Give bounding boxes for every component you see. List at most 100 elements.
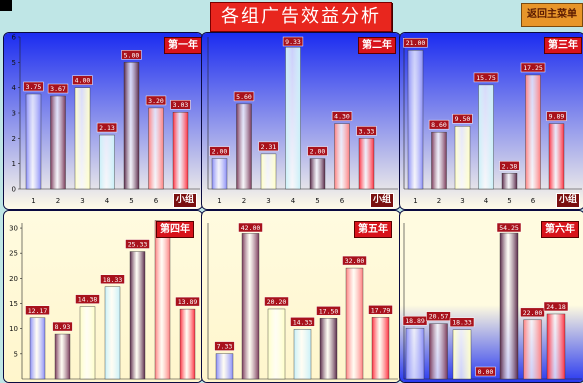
data-label: 20.20	[267, 298, 287, 306]
page-title: 各组广告效益分析	[210, 2, 392, 32]
chart-panel-year-6: 18.89 20.57 18.33 0.00 54.25 22.00 24.18 第六年	[399, 210, 583, 383]
data-label-box	[368, 305, 393, 315]
x-tick-label: 2	[437, 197, 441, 205]
data-label-box	[316, 306, 341, 316]
data-label: 15.75	[476, 74, 496, 82]
data-label: 2.00	[310, 148, 326, 156]
bar-4	[99, 134, 115, 190]
data-label: 2.31	[261, 143, 277, 151]
chart-title-year-2: 第二年	[358, 37, 396, 54]
data-label-box	[52, 321, 73, 332]
bar-3	[267, 308, 286, 380]
data-label: 0.00	[478, 368, 494, 376]
bar-7	[548, 123, 565, 190]
data-label: 5.60	[236, 93, 252, 101]
bar-1	[25, 93, 42, 190]
data-label: 2.13	[99, 124, 115, 132]
data-label: 14.33	[293, 318, 313, 326]
chart-year-5: 7.33 42.00 20.20 14.33 17.50 32.00 17.79	[202, 211, 400, 382]
y-tick-label: 20	[9, 275, 18, 283]
data-label: 22.00	[523, 309, 543, 317]
data-label: 2.00	[212, 148, 228, 156]
bar-2	[429, 323, 448, 380]
x-tick-label: 6	[531, 197, 536, 205]
x-tick-label: 2	[56, 197, 60, 205]
bar-3	[260, 153, 277, 190]
bar-1	[215, 353, 234, 380]
x-tick-label: 4	[291, 197, 296, 205]
data-label-box	[96, 122, 118, 133]
chart-year-2: 2.00 5.60 2.31 9.33 2.00 4.30 3.33 1 2 3 4 5 6	[202, 33, 400, 209]
bar-2	[431, 131, 447, 190]
bar-7	[172, 112, 189, 190]
data-label: 3.33	[359, 127, 375, 135]
y-tick-label: 2	[12, 135, 16, 143]
data-label-box	[214, 341, 235, 351]
data-label-box	[170, 99, 191, 110]
chart-title-year-5: 第五年	[354, 221, 392, 238]
data-label-box	[449, 317, 475, 327]
bar-2	[241, 233, 260, 380]
x-tick-label: 1	[217, 197, 221, 205]
data-label-box	[47, 83, 69, 94]
chart-panel-year-1: 0 1 2 3 4 5 6 3.75 3.67 4.00 2.13 5.00 3.20 3.03 1 2 3 4 5…	[3, 32, 203, 210]
x-tick-label: 3	[80, 197, 84, 205]
data-label-box	[426, 311, 451, 321]
data-label-box	[282, 36, 304, 47]
chart-panel-year-4: 5 10 15 20 25 30 12.17 8.93 14.38 18.33 25.33 13.89…	[3, 210, 203, 383]
bar-1	[407, 50, 424, 190]
data-label: 4.00	[75, 77, 91, 85]
bar-2	[50, 95, 66, 190]
data-label: 54.25	[499, 224, 519, 232]
bar-4	[285, 46, 301, 190]
data-label: 7.33	[217, 343, 233, 351]
data-label-box	[290, 317, 315, 327]
data-label-box	[72, 75, 93, 85]
data-label: 17.50	[319, 307, 339, 315]
data-label: 20.57	[429, 313, 449, 321]
data-label: 18.33	[103, 276, 123, 284]
data-label-box	[145, 95, 167, 106]
data-label: 3.67	[50, 85, 66, 93]
bar-5	[319, 318, 338, 380]
bar-6	[523, 319, 542, 380]
y-tick-label: 10	[9, 325, 18, 333]
data-label-box	[23, 81, 44, 92]
data-label: 17.25	[523, 64, 543, 72]
bar-3	[79, 306, 96, 380]
bar-7	[179, 308, 196, 380]
data-label: 32.00	[345, 257, 365, 265]
chart-year-4: 5 10 15 20 25 30 12.17 8.93 14.38 18.33 25.33 13.89	[4, 211, 202, 382]
data-label: 9.89	[549, 113, 565, 121]
x-tick-label: 5	[507, 197, 511, 205]
bar-5	[499, 232, 519, 380]
chart-year-1: 0 1 2 3 4 5 6 3.75 3.67 4.00 2.13 5.00 3.20 3.03 1 2 3 4 5…	[4, 33, 202, 209]
bar-3	[74, 87, 91, 190]
data-label: 3.75	[26, 83, 42, 91]
data-label-box	[520, 62, 546, 73]
bar-5	[129, 251, 146, 380]
bar-4	[104, 286, 121, 380]
data-label-box	[25, 305, 50, 316]
data-label: 5.00	[124, 51, 140, 59]
back-to-main-menu-button[interactable]: 返回主菜单	[521, 3, 583, 27]
data-label: 8.93	[55, 323, 71, 331]
y-tick-label: 0	[12, 186, 16, 194]
data-label-box	[331, 111, 353, 121]
bar-1	[29, 317, 46, 380]
bar-5	[501, 173, 518, 190]
data-label: 18.33	[452, 319, 472, 327]
chart-title-year-3: 第三年	[544, 37, 582, 54]
x-axis-label-year-1: 小组	[173, 193, 198, 208]
bar-5	[309, 158, 326, 190]
chart-panel-year-5: 7.33 42.00 20.20 14.33 17.50 32.00 17.79 第五年	[201, 210, 401, 383]
bar-1	[405, 327, 425, 380]
x-axis-label-year-3: 小组	[556, 193, 581, 208]
chart-panel-year-3: 21.00 8.60 9.50 15.75 2.38 17.25 9.89 1 2 3 4 5 6 第三…	[399, 32, 583, 210]
data-label-box	[499, 161, 520, 171]
data-label-box	[452, 113, 473, 124]
data-label: 3.03	[173, 101, 189, 109]
data-label-box	[238, 222, 263, 233]
data-label-box	[264, 296, 289, 307]
bar-7	[371, 317, 390, 380]
